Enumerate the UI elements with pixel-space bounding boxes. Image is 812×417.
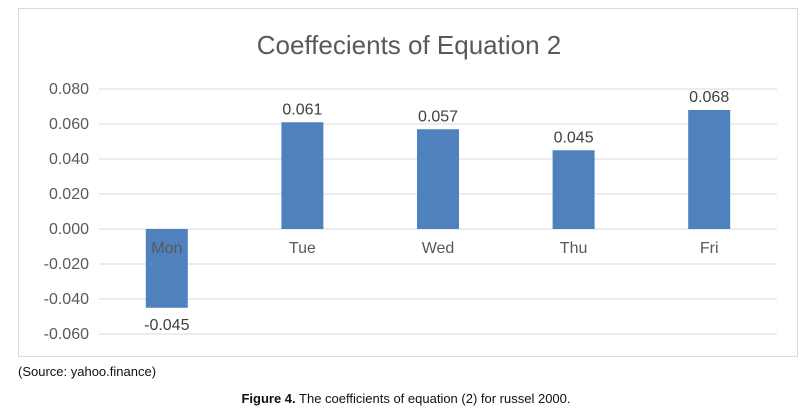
y-tick-label: 0.060 xyxy=(49,116,89,133)
x-category-label: Fri xyxy=(700,240,719,257)
bar-tue xyxy=(281,122,324,229)
caption-text: The coefficients of equation (2) for rus… xyxy=(295,391,571,406)
bar-fri xyxy=(688,110,731,229)
figure-number: Figure 4. xyxy=(241,391,296,406)
x-category-label: Mon xyxy=(151,240,182,257)
figure-caption: Figure 4. The coefficients of equation (… xyxy=(0,391,812,406)
y-tick-label: -0.060 xyxy=(44,326,89,343)
source-note: (Source: yahoo.finance) xyxy=(18,364,157,379)
x-category-label: Wed xyxy=(422,240,455,257)
y-axis-ticks: 0.080 0.060 0.040 0.020 0.000 -0.020 -0.040 -0.… xyxy=(44,81,89,343)
x-category-label: Thu xyxy=(560,240,588,257)
y-tick-label: -0.040 xyxy=(44,291,89,308)
data-label: 0.068 xyxy=(689,89,729,106)
data-label: 0.057 xyxy=(418,108,458,125)
x-axis-categories: Mon Tue Wed Thu Fri xyxy=(151,240,718,257)
y-tick-label: 0.000 xyxy=(49,221,89,238)
y-tick-label: 0.080 xyxy=(49,81,89,98)
bars xyxy=(145,110,731,308)
bar-chart: Coeffecients of Equation 2 -0.045 0.061 0.… xyxy=(44,30,777,343)
x-category-label: Tue xyxy=(289,240,316,257)
bar-mon xyxy=(145,229,188,308)
y-tick-label: 0.040 xyxy=(49,151,89,168)
data-label: 0.061 xyxy=(282,101,322,118)
y-tick-label: 0.020 xyxy=(49,186,89,203)
chart-title: Coeffecients of Equation 2 xyxy=(257,30,562,60)
data-label: -0.045 xyxy=(144,317,189,334)
data-labels: -0.045 0.061 0.057 0.045 0.068 xyxy=(144,89,729,334)
bar-wed xyxy=(417,129,459,229)
y-tick-label: -0.020 xyxy=(44,256,89,273)
chart-frame: Coeffecients of Equation 2 -0.045 0.061 0.… xyxy=(18,8,798,357)
bar-thu xyxy=(552,150,595,229)
data-label: 0.045 xyxy=(554,129,594,146)
